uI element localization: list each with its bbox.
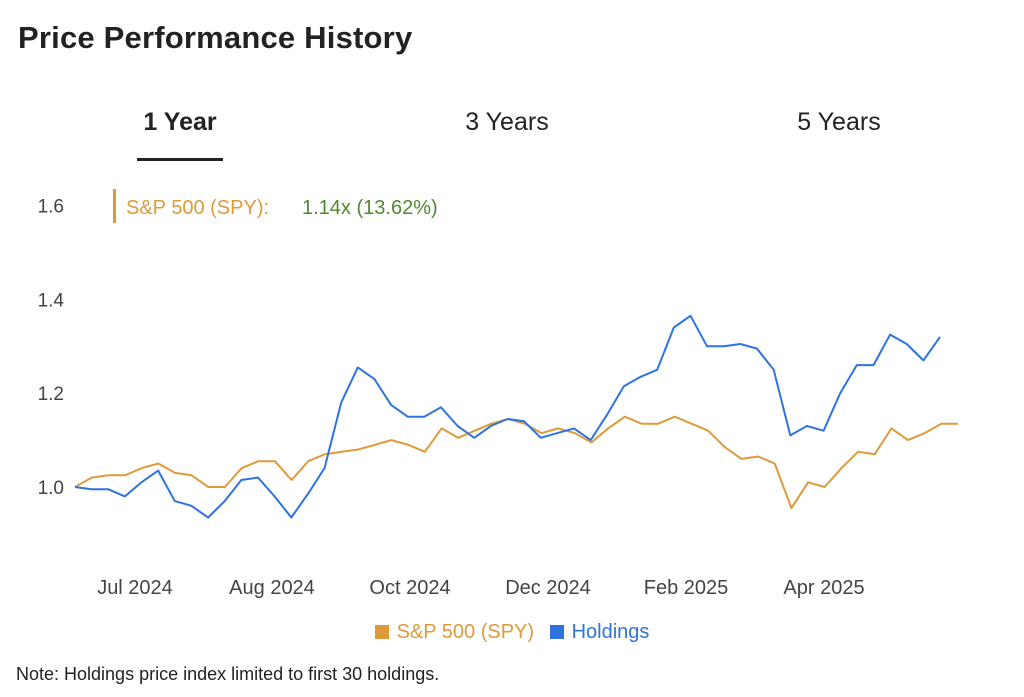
annotation-value: 1.14x (13.62%) [302,197,438,219]
hover-annotation: S&P 500 (SPY): 1.14x (13.62%) [113,189,438,223]
series-line-spy[interactable] [74,415,958,510]
y-axis: 1.0 1.2 1.4 1.6 [38,197,65,499]
legend-item-holdings[interactable]: Holdings [549,621,650,644]
legend-item-spy[interactable]: S&P 500 (SPY) [374,621,535,644]
legend-swatch-holdings [549,625,564,639]
page-title: Price Performance History [18,20,413,55]
legend-label-spy: S&P 500 (SPY) [396,621,535,643]
legend-swatch-spy [374,625,389,639]
annotation-series-label: S&P 500 (SPY): [126,197,269,219]
x-tick-label: Jul 2024 [97,577,173,599]
y-tick-label: 1.4 [38,290,65,311]
footnote: Note: Holdings price index limited to fi… [16,664,440,684]
x-axis: Jul 2024 Aug 2024 Oct 2024 Dec 2024 Feb 2025… [97,577,864,599]
y-tick-label: 1.0 [38,478,64,499]
active-tab-indicator [137,158,223,161]
x-tick-label: Feb 2025 [644,577,729,599]
y-tick-label: 1.2 [38,384,64,405]
annotation-marker [113,189,116,223]
tab-3-years[interactable]: 3 Years [465,108,549,136]
tab-5-years[interactable]: 5 Years [797,108,881,136]
x-tick-label: Aug 2024 [229,577,315,599]
x-tick-label: Dec 2024 [505,577,591,599]
series-lines [74,314,958,519]
legend-label-holdings: Holdings [571,621,650,643]
y-tick-label: 1.6 [38,197,64,218]
x-tick-label: Apr 2025 [783,577,864,599]
series-line-holdings[interactable] [74,314,941,519]
x-tick-label: Oct 2024 [369,577,450,599]
tab-1-year[interactable]: 1 Year [143,108,217,136]
chart-legend: S&P 500 (SPY) Holdings [0,621,1024,644]
